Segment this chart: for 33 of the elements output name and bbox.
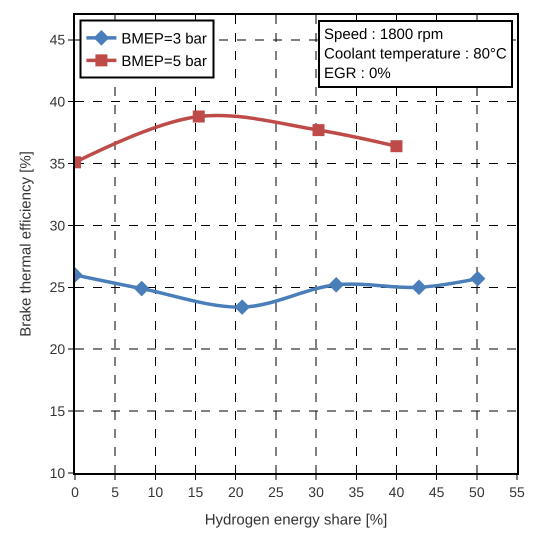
y-tick-label: 15 bbox=[50, 403, 66, 420]
y-tick-label: 40 bbox=[50, 94, 66, 110]
point bbox=[328, 277, 344, 293]
x-tick-label: 55 bbox=[509, 484, 525, 500]
x-tick-label: 25 bbox=[268, 484, 284, 500]
x-tick-label: 10 bbox=[148, 484, 164, 500]
x-tick-label: 45 bbox=[428, 484, 445, 500]
x-axis-title: Hydrogen energy share [%] bbox=[204, 511, 388, 528]
y-tick-label: 45 bbox=[50, 32, 66, 48]
x-tick-label: 30 bbox=[308, 484, 324, 500]
y-tick-label: 25 bbox=[50, 279, 66, 296]
point bbox=[134, 280, 150, 296]
y-tick-label: 30 bbox=[50, 217, 66, 234]
y-axis-title: Brake thermal efficiency [%] bbox=[17, 151, 34, 337]
x-tick-label: 20 bbox=[228, 484, 244, 500]
y-tick-label: 20 bbox=[50, 341, 66, 358]
x-tick-label: 40 bbox=[388, 484, 404, 500]
x-tick-label: 35 bbox=[348, 484, 364, 500]
legend-label: BMEP=5 bar bbox=[121, 53, 207, 70]
point bbox=[312, 124, 324, 136]
x-tick-label: 15 bbox=[188, 484, 204, 500]
point bbox=[390, 140, 402, 152]
point bbox=[411, 280, 427, 296]
legend-label: BMEP=3 bar bbox=[121, 30, 207, 48]
point bbox=[470, 270, 486, 286]
x-tick-label: 5 bbox=[111, 484, 120, 500]
annotation: Speed : 1800 rpm Coolant temperature : 80°C EGR : 0% bbox=[324, 26, 507, 82]
point bbox=[192, 110, 205, 122]
point bbox=[234, 299, 250, 315]
x-tick-label: 0 bbox=[71, 484, 80, 500]
x-tick-label: 50 bbox=[469, 484, 485, 500]
y-tick-label: 10 bbox=[50, 464, 66, 481]
y-tick-label: 35 bbox=[50, 155, 66, 172]
